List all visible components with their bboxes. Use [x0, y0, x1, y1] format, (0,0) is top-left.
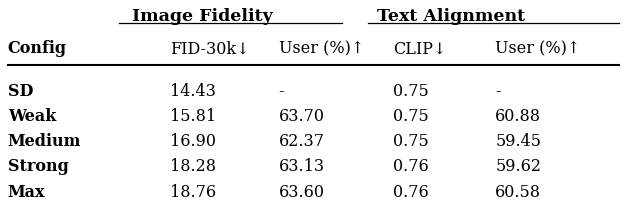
Text: 59.62: 59.62: [495, 158, 541, 174]
Text: Config: Config: [8, 40, 67, 57]
Text: 0.76: 0.76: [394, 158, 429, 174]
Text: 16.90: 16.90: [170, 132, 216, 149]
Text: 63.70: 63.70: [278, 107, 324, 124]
Text: Weak: Weak: [8, 107, 56, 124]
Text: 63.60: 63.60: [278, 183, 324, 200]
Text: Strong: Strong: [8, 158, 68, 174]
Text: SD: SD: [8, 82, 33, 99]
Text: 0.75: 0.75: [394, 132, 429, 149]
Text: 14.43: 14.43: [170, 82, 216, 99]
Text: 0.75: 0.75: [394, 82, 429, 99]
Text: 18.76: 18.76: [170, 183, 216, 200]
Text: -: -: [495, 82, 500, 99]
Text: 63.13: 63.13: [278, 158, 324, 174]
Text: 0.76: 0.76: [394, 183, 429, 200]
Text: 15.81: 15.81: [170, 107, 216, 124]
Text: 0.75: 0.75: [394, 107, 429, 124]
Text: User (%)↑: User (%)↑: [495, 40, 580, 57]
Text: 60.88: 60.88: [495, 107, 541, 124]
Text: -: -: [278, 82, 284, 99]
Text: Max: Max: [8, 183, 45, 200]
Text: Medium: Medium: [8, 132, 81, 149]
Text: Text Alignment: Text Alignment: [376, 8, 525, 25]
Text: CLIP↓: CLIP↓: [394, 40, 447, 57]
Text: 59.45: 59.45: [495, 132, 541, 149]
Text: FID-30k↓: FID-30k↓: [170, 40, 250, 57]
Text: User (%)↑: User (%)↑: [278, 40, 364, 57]
Text: 62.37: 62.37: [278, 132, 324, 149]
Text: Image Fidelity: Image Fidelity: [132, 8, 273, 25]
Text: 60.58: 60.58: [495, 183, 541, 200]
Text: 18.28: 18.28: [170, 158, 216, 174]
